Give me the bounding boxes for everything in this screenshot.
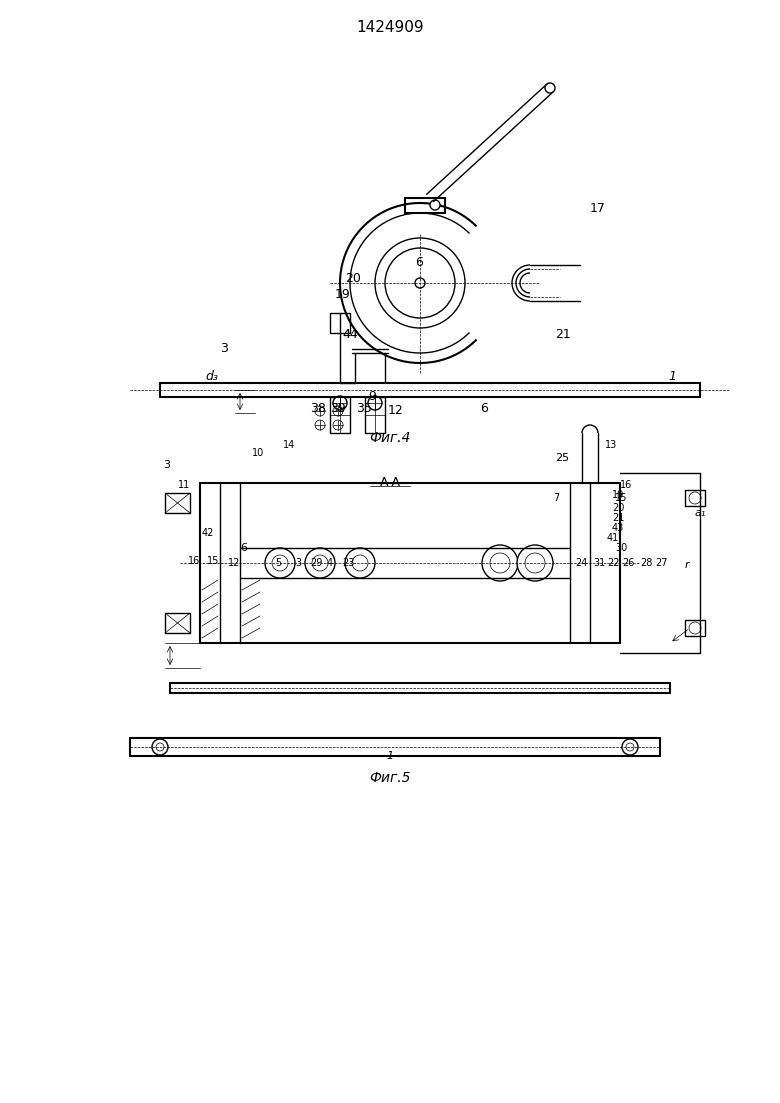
Bar [165,613,190,633]
Bar [330,397,350,433]
Text: 17: 17 [590,202,606,214]
Text: 4: 4 [327,558,333,568]
Bar [365,397,385,433]
Text: 41: 41 [607,533,619,543]
Circle shape [517,545,553,581]
Text: 30: 30 [615,543,627,553]
Text: 23: 23 [342,558,354,568]
Text: 39: 39 [330,401,346,415]
Text: 6: 6 [415,257,423,269]
Text: 5: 5 [275,558,282,568]
Bar [165,493,190,513]
Text: 7: 7 [553,493,559,503]
Circle shape [375,238,465,328]
Text: 20: 20 [345,271,361,285]
Text: d₃: d₃ [205,371,218,384]
Text: a₁: a₁ [695,508,707,518]
Text: 35: 35 [356,401,372,415]
Text: 22: 22 [607,558,619,568]
Text: 9: 9 [368,390,376,404]
Text: 1424909: 1424909 [356,21,424,35]
Text: 10: 10 [252,448,264,458]
Text: 15: 15 [207,556,219,566]
Text: 21: 21 [555,329,571,342]
Text: 21: 21 [612,513,624,523]
Text: 20: 20 [612,503,624,513]
Text: 1: 1 [386,751,394,761]
Text: Фиг.4: Фиг.4 [369,431,411,445]
Text: 43: 43 [612,523,624,533]
Text: 16: 16 [188,556,200,566]
Circle shape [430,200,440,210]
Text: 13: 13 [605,440,617,450]
Text: 14: 14 [283,440,296,450]
Circle shape [622,739,638,754]
Text: 28: 28 [640,558,652,568]
Text: 3: 3 [295,558,301,568]
Text: 19: 19 [612,490,624,500]
Text: 1: 1 [668,370,676,383]
Bar [685,620,705,636]
Text: 26: 26 [622,558,634,568]
Circle shape [265,548,295,578]
Text: Фиг.5: Фиг.5 [369,771,411,785]
Text: 29: 29 [310,558,322,568]
Text: 6: 6 [480,401,488,415]
Text: 31: 31 [593,558,605,568]
Circle shape [305,548,335,578]
Text: 24: 24 [575,558,587,568]
Text: 12: 12 [388,405,404,418]
Circle shape [333,396,347,410]
Text: 3: 3 [163,460,170,470]
Text: 44: 44 [342,328,358,341]
Text: 3: 3 [220,342,228,354]
Circle shape [152,739,168,754]
Circle shape [482,545,518,581]
Text: 27: 27 [655,558,668,568]
Text: 38: 38 [310,401,326,415]
Bar [685,490,705,506]
Text: 25: 25 [555,453,569,463]
Text: 11: 11 [178,480,190,490]
Text: 42: 42 [202,528,215,538]
Text: 19: 19 [335,289,351,301]
Circle shape [368,396,382,410]
Text: A-A: A-A [380,476,400,490]
Text: r: r [685,560,690,570]
Bar [330,313,350,333]
Text: 6: 6 [240,543,247,553]
Bar [200,483,620,643]
Text: 16: 16 [620,480,633,490]
Text: 15: 15 [615,493,627,503]
Circle shape [345,548,375,578]
Text: 12: 12 [228,558,240,568]
